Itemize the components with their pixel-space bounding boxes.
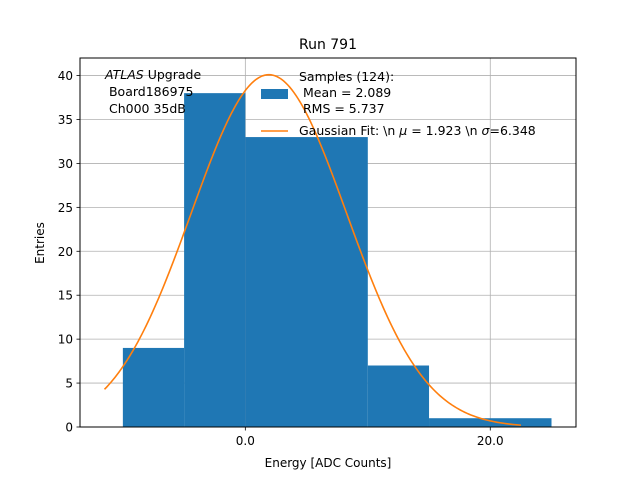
histogram-bar (429, 418, 552, 427)
annotation-line-2: Board186975 (105, 84, 193, 99)
histogram-bar (122, 347, 185, 427)
legend-patch-samples (261, 89, 288, 99)
y-tick-label: 30 (58, 157, 73, 171)
x-axis-label: Energy [ADC Counts] (265, 456, 392, 470)
histogram-bar (245, 137, 368, 428)
legend-gaussian-prefix: Gaussian Fit: \n (299, 123, 399, 138)
x-tick-label: 0.0 (236, 434, 255, 448)
atlas-upgrade-text: Upgrade (144, 67, 202, 82)
legend-sigma-value: =6.348 (489, 123, 535, 138)
y-axis-ticks: 0 5 10 15 20 25 30 35 40 (58, 69, 80, 435)
legend-samples-line-2: Mean = 2.089 (299, 85, 391, 100)
legend-gaussian-label: Gaussian Fit: \n μ = 1.923 \n σ=6.348 (299, 123, 536, 138)
legend: Samples (124): Mean = 2.089 RMS = 5.737 … (261, 69, 536, 138)
y-tick-label: 25 (58, 201, 73, 215)
histogram-bar (184, 93, 246, 428)
y-axis-label: Entries (33, 222, 47, 264)
histogram-bar (367, 365, 430, 427)
legend-mu-symbol: μ (398, 123, 407, 138)
annotation-line-3: Ch000 35dB (105, 101, 186, 116)
chart-title: Run 791 (299, 37, 357, 53)
legend-sigma-symbol: σ (482, 123, 491, 138)
x-axis-ticks: 0.0 20.0 (236, 427, 504, 448)
plot-frame (79, 57, 577, 428)
y-tick-label: 20 (58, 245, 73, 259)
y-tick-label: 10 (58, 333, 73, 347)
x-tick-label: 20.0 (477, 434, 504, 448)
legend-mu-value: = 1.923 \n (407, 123, 481, 138)
y-tick-label: 0 (65, 421, 73, 435)
y-tick-label: 5 (65, 377, 73, 391)
y-tick-label: 40 (58, 69, 73, 83)
atlas-annotation: ATLAS Upgrade Board186975 Ch000 35dB (104, 67, 201, 116)
fit-layer (103, 73, 521, 426)
gaussian-fit-line (103, 73, 521, 426)
legend-samples-line-1: Samples (124): (299, 69, 394, 84)
atlas-label: ATLAS (104, 67, 144, 82)
legend-samples-line-3: RMS = 5.737 (299, 101, 385, 116)
y-tick-label: 15 (58, 289, 73, 303)
y-tick-label: 35 (58, 113, 73, 127)
annotation-line-1: ATLAS Upgrade (104, 67, 201, 82)
